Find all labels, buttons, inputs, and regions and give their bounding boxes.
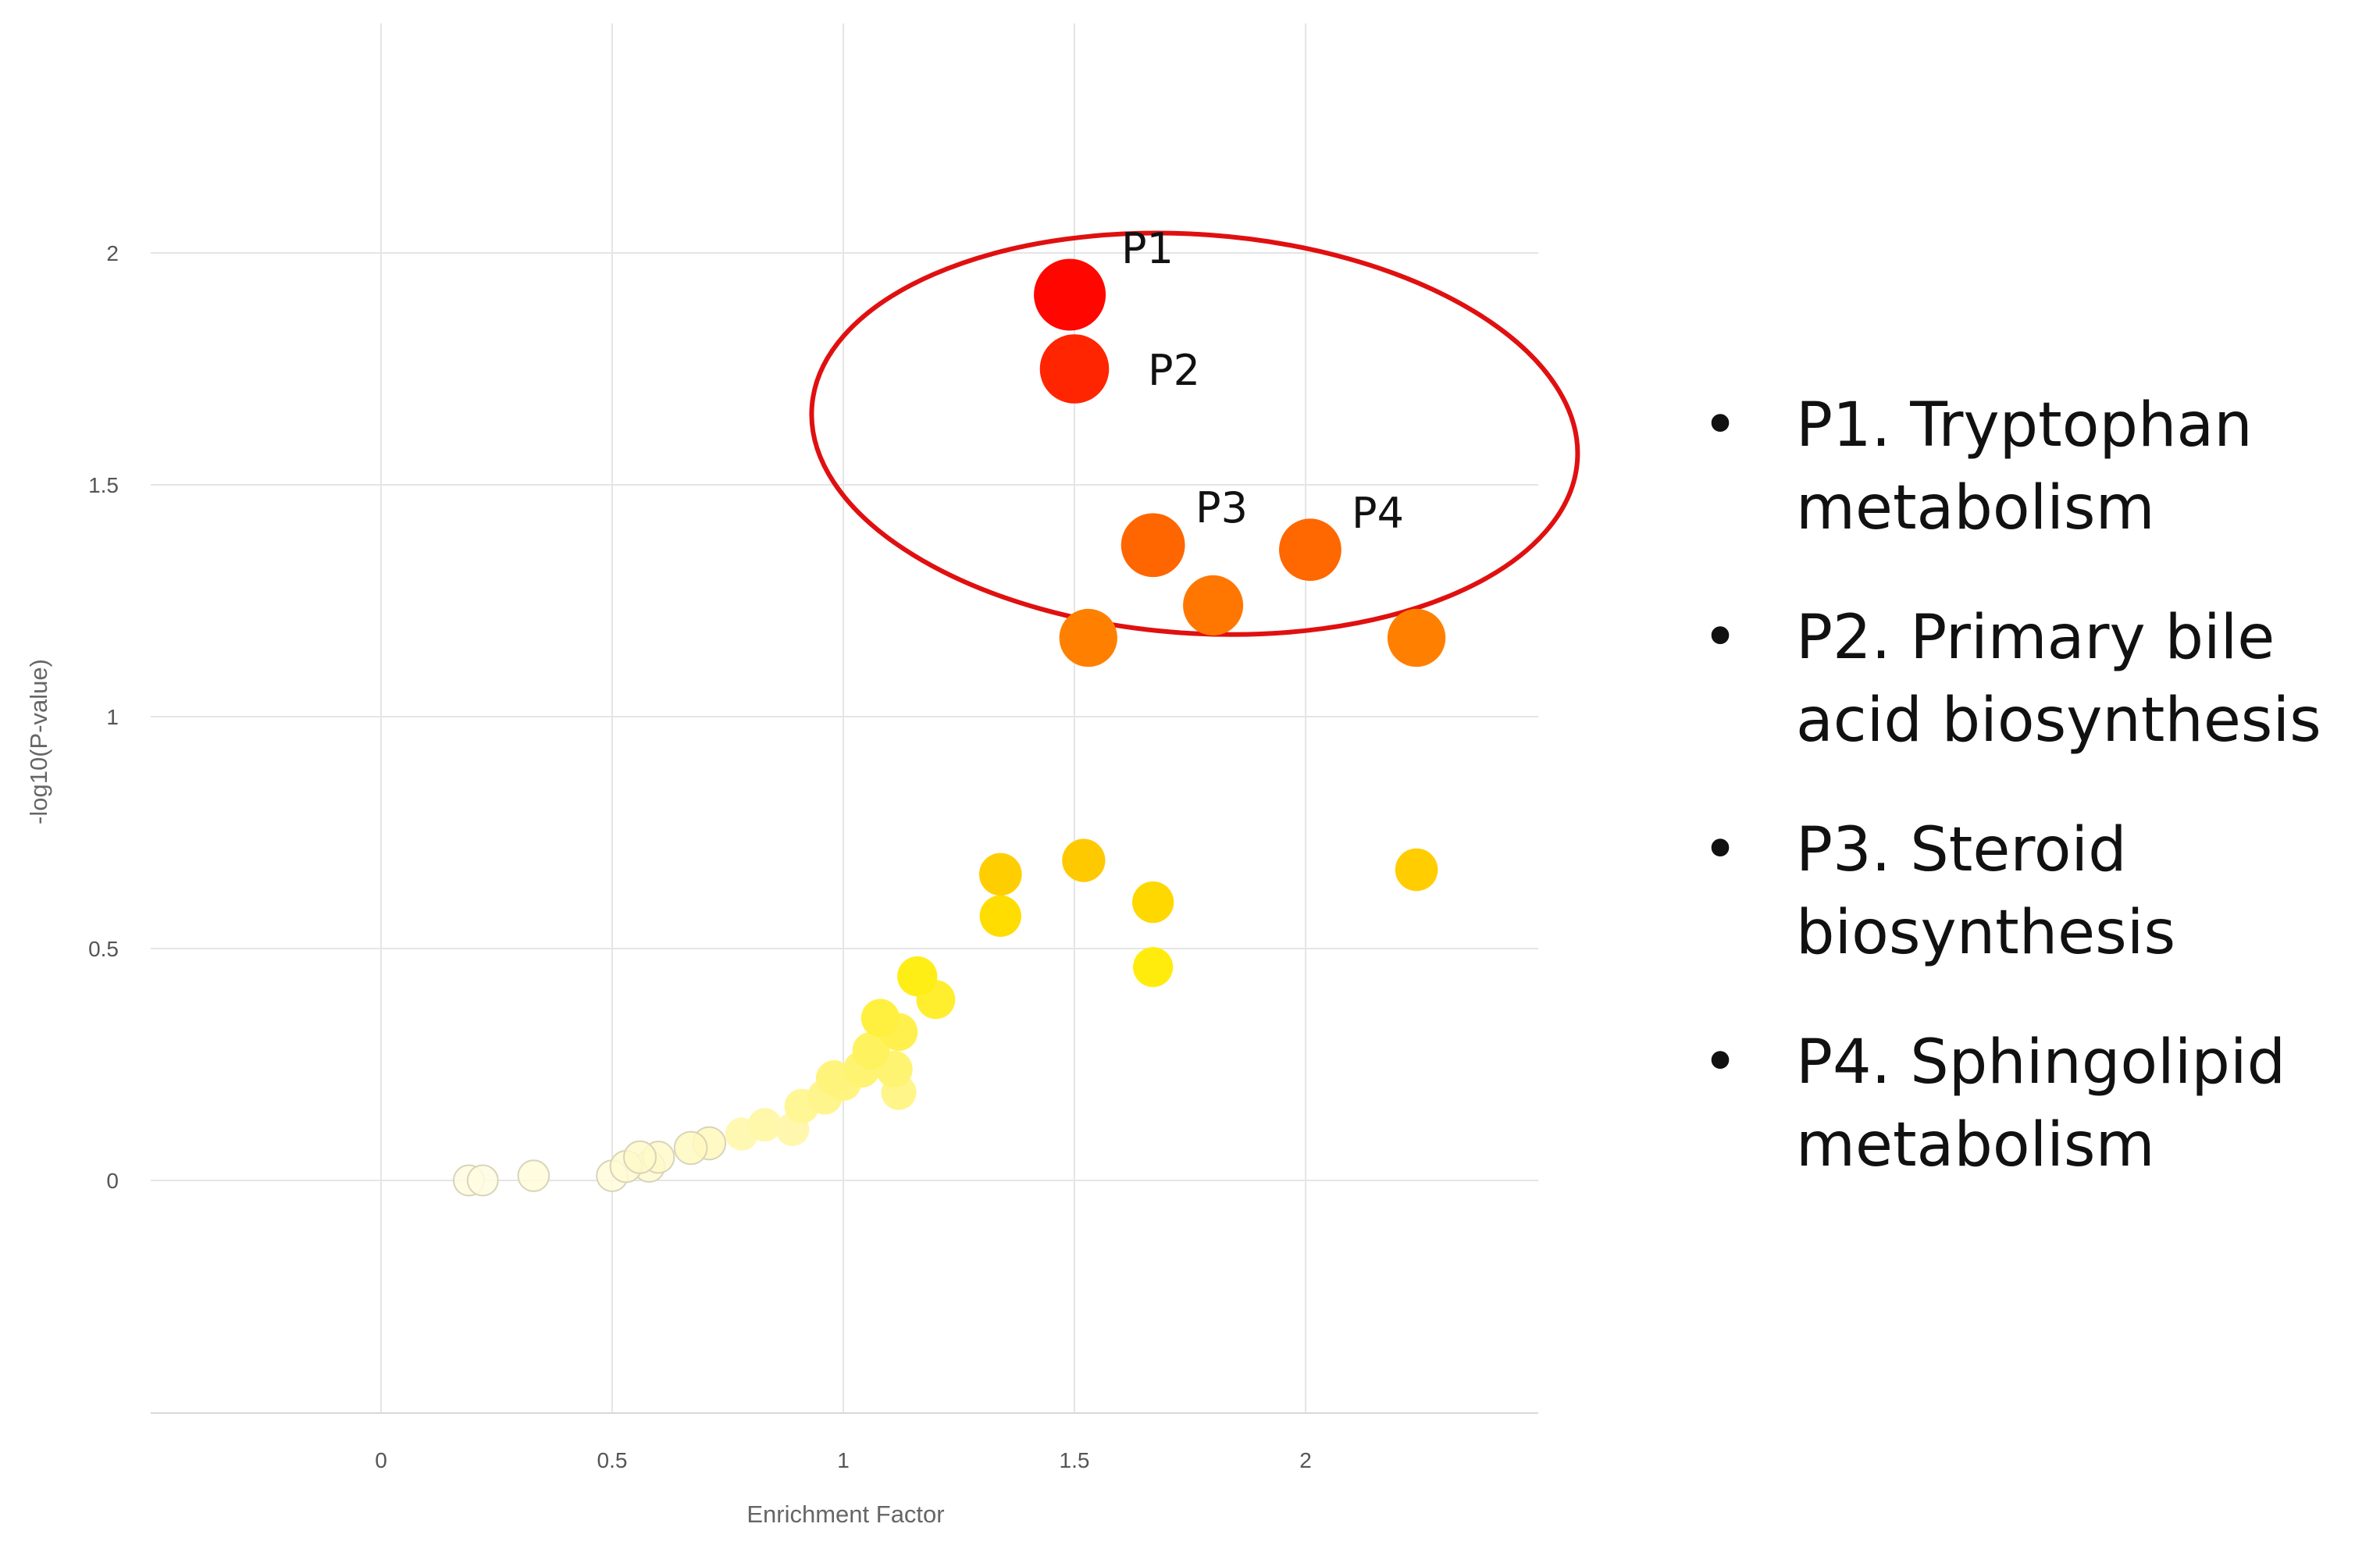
grid-lines [151,23,1538,1414]
annotation-p3: P3 [1195,483,1248,532]
data-point [466,1164,499,1197]
x-tick-label: 0 [375,1448,387,1472]
bullet-icon: • [1702,815,1739,885]
legend-item-text: P4. Sphingolipid metabolism [1796,1027,2286,1180]
data-point [623,1140,657,1174]
y-axis-label: -log10(P-value) [25,659,52,824]
data-point-p4 [1279,518,1341,582]
tick-labels: 0 0.5 1 1.5 2 0 0.5 1 1.5 2 [88,241,1312,1472]
data-point [1132,881,1174,924]
data-point [897,956,938,997]
highlight-ellipse [809,230,1580,637]
bullet-icon: • [1702,390,1739,461]
data-point [978,853,1022,896]
data-point [1059,608,1117,667]
x-tick-label: 1 [837,1448,850,1472]
x-tick-label: 1.5 [1060,1448,1090,1472]
data-point [673,1130,708,1166]
x-axis-label: Enrichment Factor [746,1501,944,1528]
data-point [1062,838,1106,882]
y-tick-label: 2 [106,241,119,265]
data-point [1395,848,1438,892]
annotation-p4: P4 [1352,489,1404,538]
bullet-icon: • [1702,1027,1739,1098]
data-point [815,1060,853,1097]
annotation-p1: P1 [1121,224,1174,273]
legend-item-p3: • P3. Steroid biosynthesis [1694,809,2374,974]
data-point [747,1108,782,1142]
x-tick-label: 0.5 [597,1448,628,1472]
x-tick-label: 2 [1299,1448,1312,1472]
data-points [453,258,1446,1197]
legend-item-p1: • P1. Tryptophan metabolism [1694,384,2374,550]
data-point [1183,575,1244,635]
y-tick-label: 1 [106,705,119,729]
legend-item-p4: • P4. Sphingolipid metabolism [1694,1021,2374,1187]
data-point [517,1159,550,1192]
legend-item-text: P3. Steroid biosynthesis [1796,815,2176,968]
legend-item-text: P1. Tryptophan metabolism [1796,390,2253,543]
y-tick-label: 0 [106,1169,119,1193]
data-point-p1 [1034,258,1106,331]
pathway-legend: • P1. Tryptophan metabolism • P2. Primar… [1694,384,2374,1234]
data-point [852,1031,890,1070]
y-tick-label: 1.5 [88,473,119,497]
data-point [860,999,900,1038]
bullet-icon: • [1702,603,1739,673]
data-point [979,895,1021,938]
legend-item-p2: • P2. Primary bile acid biosynthesis [1694,596,2374,762]
point-annotations: P1 P2 P3 P4 [1121,224,1404,538]
data-point [1387,608,1446,667]
data-point [1133,947,1174,988]
y-tick-label: 0.5 [88,937,119,961]
data-point-p2 [1039,334,1110,404]
data-point-p3 [1121,513,1185,578]
annotation-p2: P2 [1148,346,1200,395]
legend-item-text: P2. Primary bile acid biosynthesis [1796,603,2321,756]
